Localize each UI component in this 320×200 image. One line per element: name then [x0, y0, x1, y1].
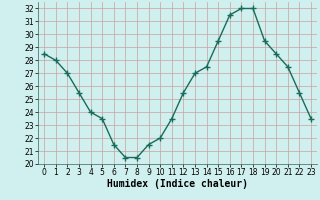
- X-axis label: Humidex (Indice chaleur): Humidex (Indice chaleur): [107, 179, 248, 189]
